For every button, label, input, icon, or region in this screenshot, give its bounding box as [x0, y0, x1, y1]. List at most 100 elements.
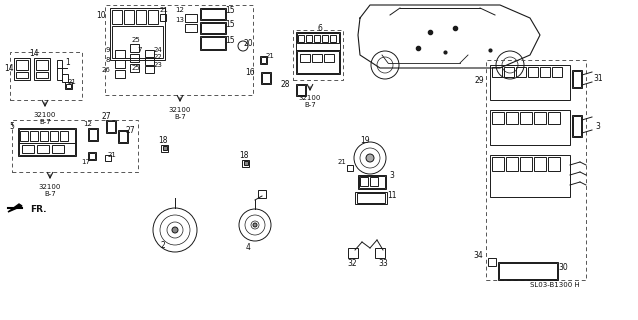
Text: 21: 21 — [68, 79, 77, 85]
Bar — [88, 152, 96, 160]
Bar — [260, 56, 267, 64]
Bar — [130, 54, 139, 62]
Bar — [262, 73, 270, 83]
Text: 8: 8 — [105, 57, 110, 63]
Bar — [145, 66, 154, 73]
Bar — [492, 157, 504, 171]
Bar — [18, 128, 76, 156]
Text: 34: 34 — [473, 251, 483, 260]
Bar — [258, 190, 266, 198]
Text: 11: 11 — [387, 190, 397, 199]
Bar — [490, 65, 570, 100]
Text: 26: 26 — [101, 67, 110, 73]
Text: 4: 4 — [246, 244, 251, 252]
Bar — [130, 44, 139, 52]
Bar — [201, 23, 225, 33]
Text: 22: 22 — [154, 54, 163, 60]
Bar — [548, 112, 560, 124]
Bar — [112, 10, 122, 24]
Text: 16: 16 — [246, 68, 255, 76]
Bar — [30, 131, 38, 141]
Text: 21: 21 — [160, 7, 168, 13]
Bar — [185, 24, 197, 32]
Bar — [492, 112, 504, 124]
Bar — [119, 131, 127, 142]
Bar — [136, 10, 146, 24]
Bar — [490, 110, 570, 145]
Text: 12: 12 — [84, 121, 93, 127]
Bar — [348, 248, 358, 258]
Bar — [36, 72, 48, 78]
Bar — [312, 54, 322, 62]
Text: 3: 3 — [390, 171, 394, 180]
Bar — [19, 129, 75, 143]
Text: 32100: 32100 — [34, 112, 56, 118]
Text: 14: 14 — [29, 49, 39, 58]
Bar — [298, 35, 304, 42]
Bar — [504, 67, 514, 77]
Text: B-7: B-7 — [174, 114, 186, 120]
Bar — [357, 193, 385, 203]
Bar — [572, 70, 582, 88]
Bar — [110, 8, 165, 60]
Text: 20: 20 — [243, 38, 253, 47]
Bar — [573, 71, 581, 87]
Bar — [534, 157, 546, 171]
Bar — [115, 50, 125, 58]
Bar — [498, 262, 558, 280]
Text: 15: 15 — [225, 20, 235, 28]
Text: 30: 30 — [558, 263, 568, 273]
Text: 29: 29 — [475, 76, 484, 84]
Bar — [296, 84, 306, 96]
Text: 5: 5 — [9, 122, 14, 131]
Text: 19: 19 — [360, 135, 370, 145]
Bar — [201, 9, 225, 19]
Bar — [40, 131, 48, 141]
Bar — [360, 177, 368, 186]
Bar — [62, 74, 68, 82]
Text: SL03-B1300 H: SL03-B1300 H — [530, 282, 580, 288]
Bar — [520, 112, 532, 124]
Bar — [486, 60, 586, 280]
Text: B-7: B-7 — [44, 191, 56, 197]
Text: 2: 2 — [161, 241, 165, 250]
Bar — [130, 64, 139, 72]
Bar — [37, 145, 49, 153]
Bar — [105, 5, 253, 95]
Circle shape — [172, 227, 178, 233]
Text: 31: 31 — [593, 74, 603, 83]
Text: 9: 9 — [105, 47, 110, 53]
Circle shape — [253, 223, 257, 227]
Bar — [57, 60, 62, 80]
Bar — [293, 30, 343, 80]
Bar — [200, 22, 226, 34]
Text: 28: 28 — [281, 79, 290, 89]
Bar — [244, 161, 248, 165]
Text: FR.: FR. — [30, 205, 47, 214]
Bar — [347, 165, 353, 171]
Bar — [516, 67, 526, 77]
Bar — [297, 51, 339, 73]
Bar — [490, 155, 570, 197]
Bar — [200, 36, 226, 50]
Bar — [65, 82, 72, 89]
Text: 18: 18 — [158, 135, 168, 145]
Bar — [14, 58, 30, 80]
Bar — [355, 192, 387, 204]
Text: 14: 14 — [4, 63, 14, 73]
Bar — [20, 131, 28, 141]
Bar — [145, 50, 154, 57]
Polygon shape — [8, 204, 22, 212]
Bar — [370, 177, 378, 186]
Bar — [520, 157, 532, 171]
Bar — [19, 143, 75, 155]
Bar — [161, 145, 168, 152]
Bar — [36, 60, 48, 70]
Bar — [89, 153, 95, 159]
Bar — [296, 50, 340, 74]
Bar — [261, 72, 271, 84]
Bar — [358, 175, 386, 189]
Bar — [314, 35, 320, 42]
Bar — [12, 120, 138, 172]
Bar — [297, 33, 339, 43]
